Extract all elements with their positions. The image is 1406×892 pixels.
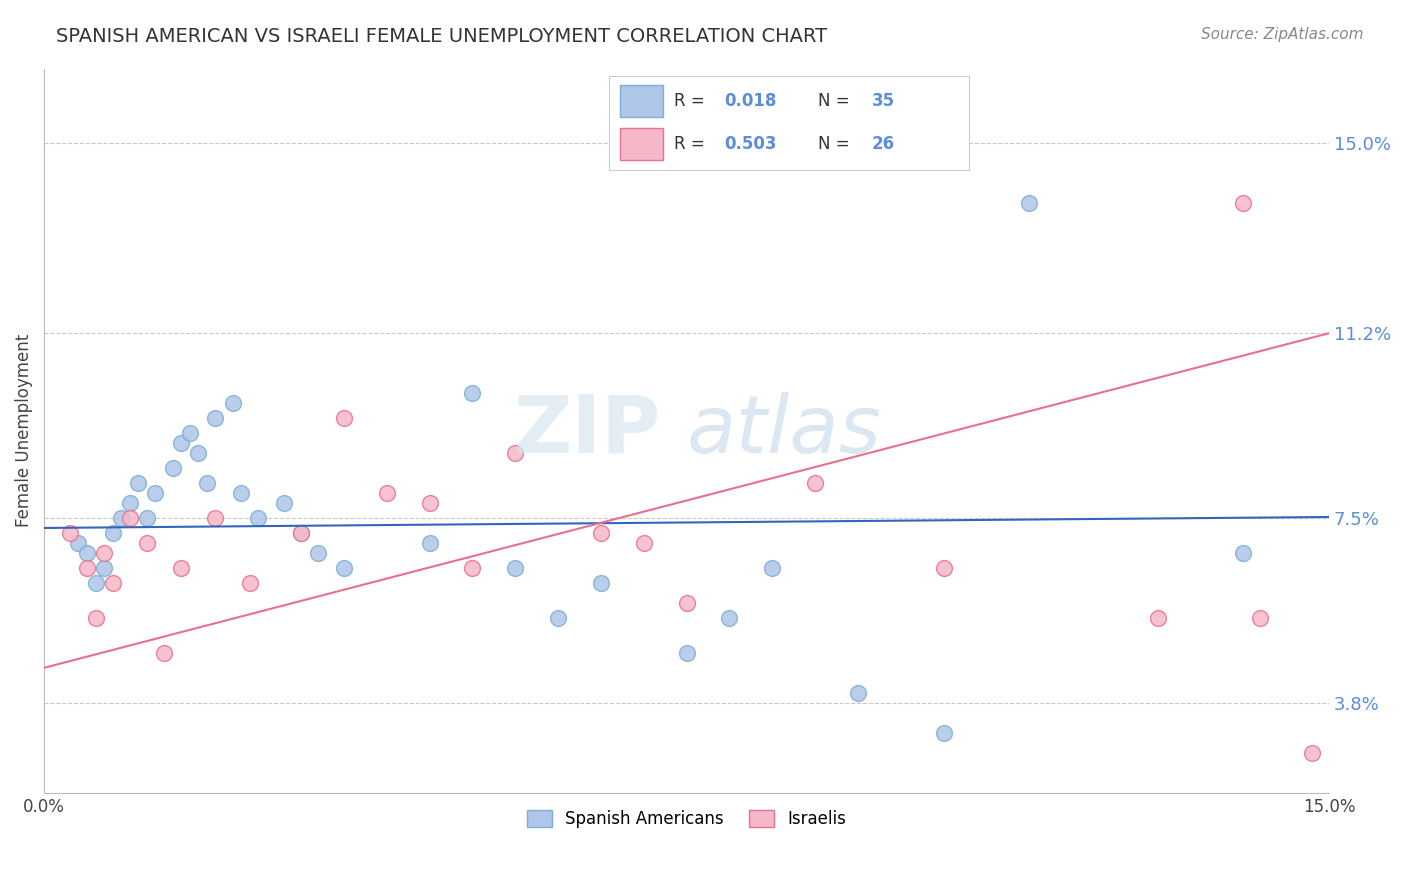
Point: [247, 511, 270, 525]
Point: [118, 511, 141, 525]
Point: [84, 575, 107, 590]
Point: [290, 525, 312, 540]
Point: [179, 426, 201, 441]
Point: [59, 525, 82, 540]
Point: [333, 411, 356, 425]
Point: [1146, 611, 1168, 625]
Point: [110, 511, 132, 525]
Point: [221, 396, 243, 410]
Point: [101, 525, 124, 540]
Point: [127, 476, 149, 491]
Point: [1232, 546, 1254, 560]
Point: [290, 525, 312, 540]
Point: [1250, 611, 1272, 625]
Point: [804, 476, 827, 491]
Point: [1232, 196, 1254, 211]
Point: [145, 486, 167, 500]
Point: [461, 561, 484, 575]
Point: [231, 486, 253, 500]
Text: Source: ZipAtlas.com: Source: ZipAtlas.com: [1201, 27, 1364, 42]
Y-axis label: Female Unemployment: Female Unemployment: [15, 334, 32, 527]
Point: [101, 575, 124, 590]
Point: [503, 446, 526, 460]
Point: [135, 536, 157, 550]
Point: [67, 536, 90, 550]
Text: ZIP: ZIP: [513, 392, 661, 469]
Point: [633, 536, 655, 550]
Point: [461, 386, 484, 401]
Point: [170, 561, 193, 575]
Point: [162, 461, 184, 475]
Point: [503, 561, 526, 575]
Point: [589, 575, 612, 590]
Legend: Spanish Americans, Israelis: Spanish Americans, Israelis: [520, 804, 853, 835]
Point: [84, 611, 107, 625]
Point: [204, 511, 226, 525]
Point: [547, 611, 569, 625]
Point: [675, 646, 697, 660]
Point: [239, 575, 262, 590]
Point: [135, 511, 157, 525]
Point: [1018, 196, 1040, 211]
Point: [1301, 746, 1323, 760]
Point: [93, 546, 115, 560]
Text: SPANISH AMERICAN VS ISRAELI FEMALE UNEMPLOYMENT CORRELATION CHART: SPANISH AMERICAN VS ISRAELI FEMALE UNEMP…: [56, 27, 827, 45]
Point: [76, 561, 98, 575]
Point: [93, 561, 115, 575]
Point: [675, 596, 697, 610]
Point: [187, 446, 209, 460]
Point: [846, 686, 869, 700]
Point: [307, 546, 329, 560]
Point: [204, 411, 226, 425]
Point: [932, 725, 955, 739]
Point: [76, 546, 98, 560]
Point: [419, 496, 441, 510]
Point: [419, 536, 441, 550]
Point: [118, 496, 141, 510]
Point: [718, 611, 741, 625]
Point: [273, 496, 295, 510]
Text: atlas: atlas: [686, 392, 882, 469]
Point: [153, 646, 176, 660]
Point: [375, 486, 398, 500]
Point: [333, 561, 356, 575]
Point: [932, 561, 955, 575]
Point: [195, 476, 218, 491]
Point: [170, 436, 193, 450]
Point: [761, 561, 783, 575]
Point: [589, 525, 612, 540]
